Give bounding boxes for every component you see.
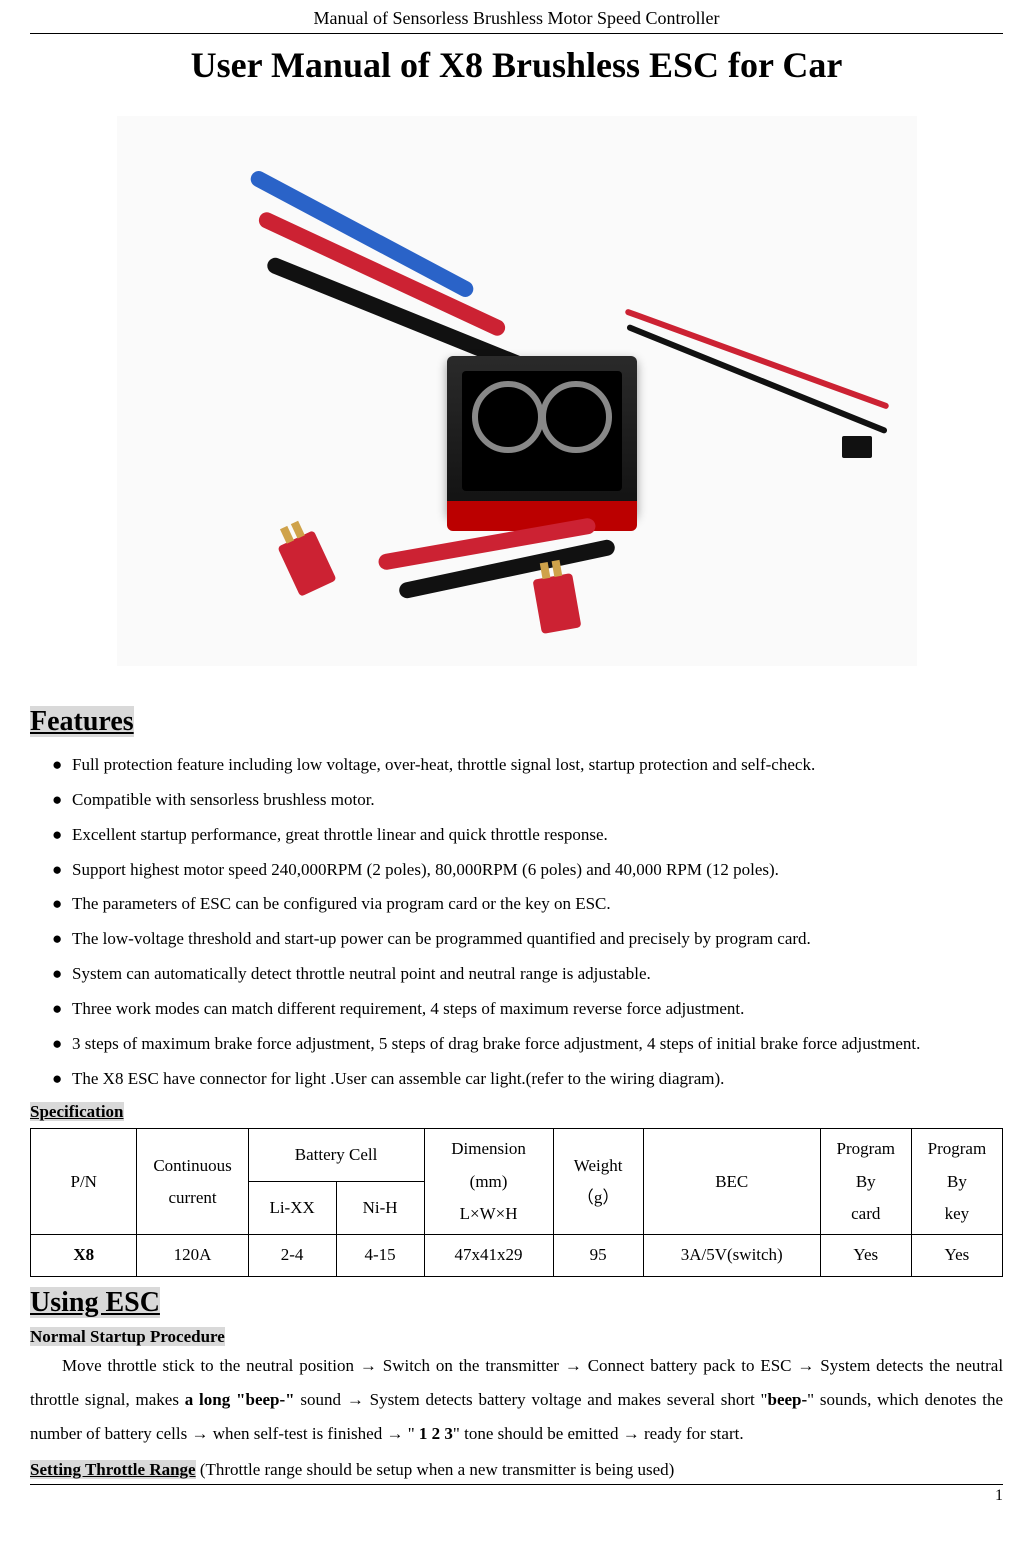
- specification-table: P/N Continuous current Battery Cell Dime…: [30, 1128, 1003, 1276]
- feature-item: Compatible with sensorless brushless mot…: [30, 783, 1003, 818]
- startup-part: ": [408, 1424, 419, 1443]
- col-dimension-bot: L×W×H: [460, 1204, 518, 1223]
- cell-lixx: 2-4: [248, 1235, 336, 1276]
- feature-item: Three work modes can match different req…: [30, 992, 1003, 1027]
- col-progcard-top: Program: [836, 1139, 895, 1158]
- feature-item: System can automatically detect throttle…: [30, 957, 1003, 992]
- startup-part: Connect battery pack to ESC: [588, 1356, 798, 1375]
- features-list: Full protection feature including low vo…: [30, 748, 1003, 1096]
- arrow-icon: →: [797, 1356, 814, 1375]
- arrow-icon: →: [386, 1424, 403, 1443]
- col-weight: Weight （g）: [553, 1129, 643, 1235]
- startup-part: Switch on the transmitter: [383, 1356, 565, 1375]
- col-progcard: Program By card: [820, 1129, 911, 1235]
- servo-plug: [842, 436, 872, 458]
- feature-item: 3 steps of maximum brake force adjustmen…: [30, 1027, 1003, 1062]
- startup-part: System detects battery voltage and makes…: [370, 1390, 768, 1409]
- startup-part: Move throttle stick to the neutral posit…: [62, 1356, 360, 1375]
- esc-body: [447, 356, 637, 516]
- product-image: [117, 116, 917, 666]
- esc-fan: [462, 371, 622, 491]
- feature-item: The parameters of ESC can be configured …: [30, 887, 1003, 922]
- features-heading: Features: [30, 706, 134, 737]
- arrow-icon: →: [623, 1424, 640, 1443]
- col-battery: Battery Cell: [248, 1129, 424, 1182]
- startup-part: when self-test is finished: [213, 1424, 387, 1443]
- col-continuous: Continuous current: [137, 1129, 248, 1235]
- startup-part: sound: [300, 1390, 346, 1409]
- feature-item: Excellent startup performance, great thr…: [30, 818, 1003, 853]
- cell-dimension: 47x41x29: [424, 1235, 553, 1276]
- page: Manual of Sensorless Brushless Motor Spe…: [0, 0, 1033, 1509]
- col-progkey-bot: key: [945, 1204, 970, 1223]
- col-progcard-bot: card: [851, 1204, 880, 1223]
- col-progkey-top: Program: [928, 1139, 987, 1158]
- table-header-row: P/N Continuous current Battery Cell Dime…: [31, 1129, 1003, 1182]
- startup-tone: 1 2 3: [419, 1424, 453, 1443]
- page-number: 1: [30, 1484, 1003, 1505]
- page-title: User Manual of X8 Brushless ESC for Car: [30, 44, 1003, 86]
- startup-procedure-text: Move throttle stick to the neutral posit…: [30, 1349, 1003, 1451]
- startup-part: ready for start.: [644, 1424, 744, 1443]
- normal-startup-heading: Normal Startup Procedure: [30, 1327, 225, 1346]
- startup-beep: beep-: [768, 1390, 808, 1409]
- specification-heading: Specification: [30, 1102, 124, 1121]
- using-esc-heading: Using ESC: [30, 1287, 160, 1318]
- col-dimension-mid: (mm): [470, 1172, 508, 1191]
- col-dimension: Dimension (mm) L×W×H: [424, 1129, 553, 1235]
- col-progkey: Program By key: [911, 1129, 1002, 1235]
- cell-bec: 3A/5V(switch): [643, 1235, 820, 1276]
- signal-wire-red: [624, 308, 889, 409]
- table-row: X8 120A 2-4 4-15 47x41x29 95 3A/5V(switc…: [31, 1235, 1003, 1276]
- cell-progkey: Yes: [911, 1235, 1002, 1276]
- feature-item: Full protection feature including low vo…: [30, 748, 1003, 783]
- startup-along: a long: [185, 1390, 230, 1409]
- feature-item: The X8 ESC have connector for light .Use…: [30, 1062, 1003, 1097]
- cell-progcard: Yes: [820, 1235, 911, 1276]
- startup-part: " tone should be emitted: [453, 1424, 623, 1443]
- col-bec: BEC: [643, 1129, 820, 1235]
- col-nih: Ni-H: [336, 1182, 424, 1235]
- cell-weight: 95: [553, 1235, 643, 1276]
- arrow-icon: →: [360, 1356, 377, 1375]
- document-header: Manual of Sensorless Brushless Motor Spe…: [30, 8, 1003, 34]
- setting-throttle-tail: (Throttle range should be setup when a n…: [196, 1460, 675, 1479]
- col-weight-bot: （g）: [577, 1188, 620, 1207]
- col-progkey-mid: By: [947, 1172, 967, 1191]
- cell-continuous: 120A: [137, 1235, 248, 1276]
- feature-item: Support highest motor speed 240,000RPM (…: [30, 853, 1003, 888]
- feature-item: The low-voltage threshold and start-up p…: [30, 922, 1003, 957]
- col-pn: P/N: [31, 1129, 137, 1235]
- col-progcard-mid: By: [856, 1172, 876, 1191]
- arrow-icon: →: [347, 1390, 364, 1409]
- cell-pn: X8: [31, 1235, 137, 1276]
- t-plug-2: [532, 573, 581, 634]
- setting-throttle-heading: Setting Throttle Range: [30, 1460, 196, 1479]
- col-dimension-top: Dimension: [451, 1139, 526, 1158]
- startup-beep: "beep-": [236, 1390, 295, 1409]
- col-lixx: Li-XX: [248, 1182, 336, 1235]
- t-plug-1: [277, 530, 336, 597]
- signal-wire-black: [626, 324, 888, 434]
- col-weight-top: Weight: [574, 1156, 623, 1175]
- setting-throttle-line: Setting Throttle Range (Throttle range s…: [30, 1453, 1003, 1487]
- cell-nih: 4-15: [336, 1235, 424, 1276]
- arrow-icon: →: [565, 1356, 582, 1375]
- arrow-icon: →: [191, 1424, 208, 1443]
